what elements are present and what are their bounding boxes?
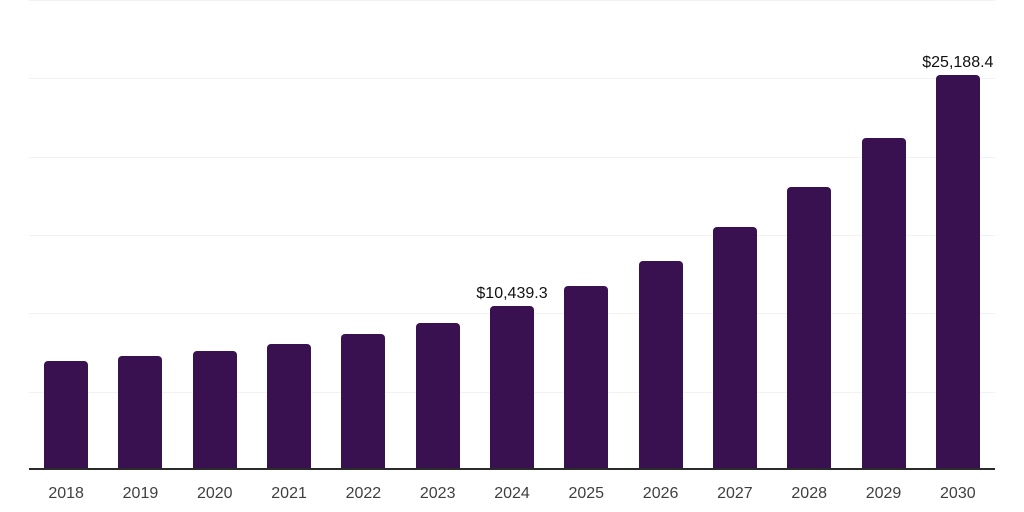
bar-2029[interactable] <box>861 137 906 470</box>
x-tick-2027: 2027 <box>717 485 753 502</box>
x-tick-2029: 2029 <box>865 485 902 502</box>
bar-2022[interactable] <box>341 333 386 470</box>
bar-2030[interactable] <box>935 75 980 470</box>
x-axis-line <box>29 468 995 470</box>
x-tick-2030: 2030 <box>940 485 976 502</box>
gridline <box>29 78 995 80</box>
bar-2025[interactable] <box>564 286 609 470</box>
x-tick-2025: 2025 <box>568 485 605 502</box>
x-tick-2024: 2024 <box>494 485 530 502</box>
x-tick-2028: 2028 <box>791 485 827 502</box>
bar-2023[interactable] <box>415 322 460 470</box>
x-tick-2019: 2019 <box>122 485 159 502</box>
gridline <box>29 156 995 158</box>
gridline <box>29 235 995 236</box>
bar-2026[interactable] <box>638 261 683 470</box>
x-axis-labels: 2018 2019 2020 2021 2022 2023 2024 2025 2026 2027… <box>29 484 995 506</box>
bar-2028[interactable] <box>787 186 832 470</box>
bar-2018[interactable] <box>44 360 89 470</box>
x-tick-2021: 2021 <box>271 485 307 502</box>
data-label-2024: $10,439.3 <box>476 285 548 303</box>
bar-2019[interactable] <box>118 355 163 470</box>
bar-2024[interactable] <box>490 306 534 470</box>
x-tick-2023: 2023 <box>419 485 456 502</box>
x-tick-2018: 2018 <box>48 485 84 502</box>
bar-2027[interactable] <box>712 227 757 470</box>
x-tick-2022: 2022 <box>345 485 382 502</box>
bar-2020[interactable] <box>192 350 237 470</box>
plot-area: $10,439.3 $25,188.4 <box>29 0 995 470</box>
data-label-2030: $25,188.4 <box>922 54 994 72</box>
gridline <box>29 0 995 1</box>
x-tick-2020: 2020 <box>196 485 233 502</box>
x-tick-2026: 2026 <box>642 485 679 502</box>
bar-2021[interactable] <box>267 343 312 470</box>
